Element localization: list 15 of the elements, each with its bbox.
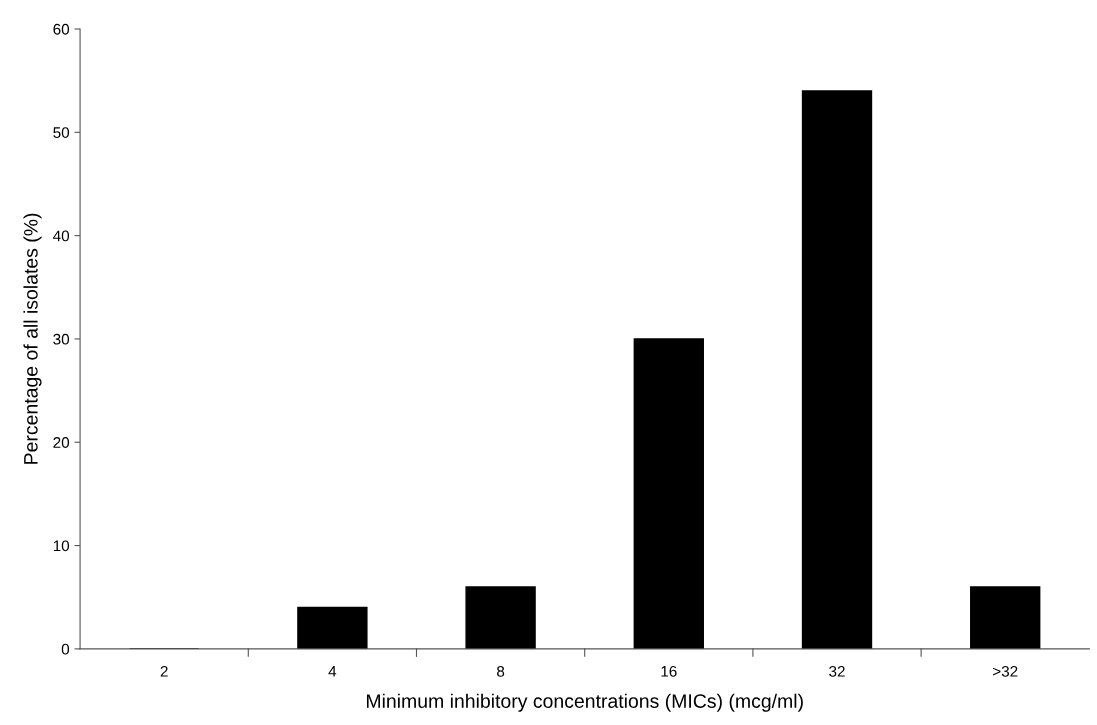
y-tick-label: 60 — [53, 23, 70, 35]
x-tick-label: 8 — [497, 665, 505, 677]
y-tick-label: 30 — [53, 333, 70, 345]
y-axis-title: Percentage of all isolates (%) — [23, 213, 42, 464]
x-tick-label: >32 — [993, 665, 1018, 677]
x-tick-label: 2 — [160, 665, 168, 677]
x-axis-title: Minimum inhibitory concentrations (MICs) (mcg/ml) — [366, 693, 803, 712]
y-tick-label: 40 — [53, 230, 70, 242]
y-tick-label: 50 — [53, 127, 70, 138]
y-tick-label: 10 — [53, 540, 70, 552]
x-tick-label: 16 — [661, 665, 677, 677]
y-tick-label: 0 — [61, 643, 70, 655]
y-tick-label: 20 — [53, 437, 70, 448]
x-tick-label: 4 — [328, 666, 337, 677]
x-tick-label: 32 — [829, 665, 845, 677]
